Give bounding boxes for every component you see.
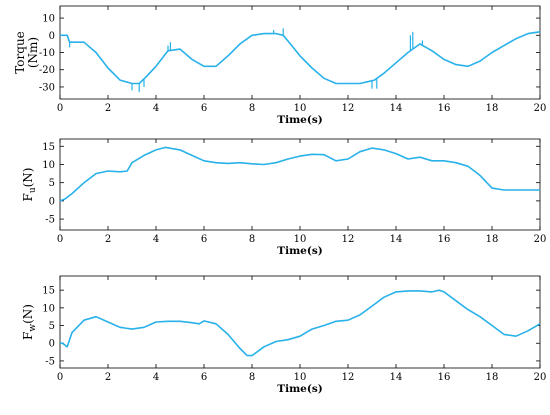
y-axis-label: Fw(N) — [21, 304, 38, 340]
chart-panel-1: 0 2 4 6 8 10 12 14 16 18 20 10 0 -10 -20 -30 Time(s) Torq… — [13, 5, 547, 126]
x-tick-label: 8 — [249, 372, 255, 383]
x-tick-label: 20 — [534, 372, 547, 383]
y-axis-label-unit: (N) — [21, 168, 35, 188]
x-tick-label: 18 — [486, 372, 499, 383]
y-axis-label-unit: (N) — [21, 304, 35, 324]
x-tick-label: 0 — [57, 372, 63, 383]
x-tick-label: 0 — [57, 103, 63, 114]
y-tick-label: 5 — [49, 178, 55, 189]
y-tick-label: -5 — [45, 215, 55, 226]
x-axis-label: Time(s) — [277, 383, 322, 395]
y-tick-label: 10 — [42, 14, 55, 25]
y-axis-label: Torque(Nm) — [13, 31, 40, 74]
x-tick-label: 20 — [534, 103, 547, 114]
x-tick-label: 16 — [438, 234, 451, 245]
x-tick-label: 4 — [153, 103, 159, 114]
x-tick-label: 14 — [390, 372, 403, 383]
x-tick-label: 18 — [486, 234, 499, 245]
y-tick-label: 5 — [49, 321, 55, 332]
y-axis-label-sub: w — [28, 324, 38, 332]
x-tick-label: 16 — [438, 372, 451, 383]
y-tick-label: 10 — [42, 160, 55, 171]
x-axis-label: Time(s) — [277, 245, 322, 257]
data-series-line — [60, 31, 541, 85]
x-tick-label: 18 — [486, 103, 499, 114]
x-tick-label: 4 — [153, 234, 159, 245]
x-tick-label: 12 — [342, 234, 355, 245]
y-axis-label-main: F — [21, 193, 35, 201]
x-tick-label: 0 — [57, 234, 63, 245]
x-tick-label: 12 — [342, 372, 355, 383]
x-tick-label: 2 — [105, 372, 111, 383]
y-tick-label: 10 — [42, 303, 55, 314]
x-tick-label: 6 — [201, 372, 207, 383]
x-tick-label: 8 — [249, 103, 255, 114]
y-tick-label: 0 — [49, 339, 55, 350]
x-tick-label: 8 — [249, 234, 255, 245]
plot-frame — [59, 275, 541, 369]
x-axis-label: Time(s) — [277, 114, 322, 126]
x-tick-label: 10 — [294, 103, 307, 114]
y-tick-label: -20 — [39, 65, 55, 76]
y-axis-label-line: Torque — [13, 31, 27, 74]
y-tick-label: -5 — [45, 356, 55, 367]
x-tick-label: 6 — [201, 103, 207, 114]
x-tick-label: 2 — [105, 234, 111, 245]
y-tick-label: 0 — [49, 196, 55, 207]
y-axis-label-sub: u — [28, 187, 38, 193]
x-tick-label: 12 — [342, 103, 355, 114]
x-tick-label: 14 — [390, 234, 403, 245]
data-series-line — [59, 146, 540, 202]
x-tick-label: 10 — [294, 234, 307, 245]
data-series-line — [60, 289, 541, 357]
y-axis-label-main: F — [21, 332, 35, 340]
y-tick-label: -10 — [39, 48, 55, 59]
y-tick-label: 15 — [42, 142, 55, 153]
x-tick-label: 2 — [105, 103, 111, 114]
x-tick-label: 16 — [438, 103, 451, 114]
x-tick-label: 6 — [201, 234, 207, 245]
y-tick-label: -30 — [39, 82, 55, 93]
y-axis-label: Fu(N) — [21, 168, 38, 202]
x-tick-label: 10 — [294, 372, 307, 383]
plot-frame — [59, 138, 541, 231]
x-tick-label: 20 — [534, 234, 547, 245]
y-tick-label: 15 — [42, 286, 55, 297]
y-tick-label: 0 — [49, 31, 55, 42]
x-tick-label: 4 — [153, 372, 159, 383]
x-tick-label: 14 — [390, 103, 403, 114]
y-axis-label-line: (Nm) — [26, 37, 40, 68]
